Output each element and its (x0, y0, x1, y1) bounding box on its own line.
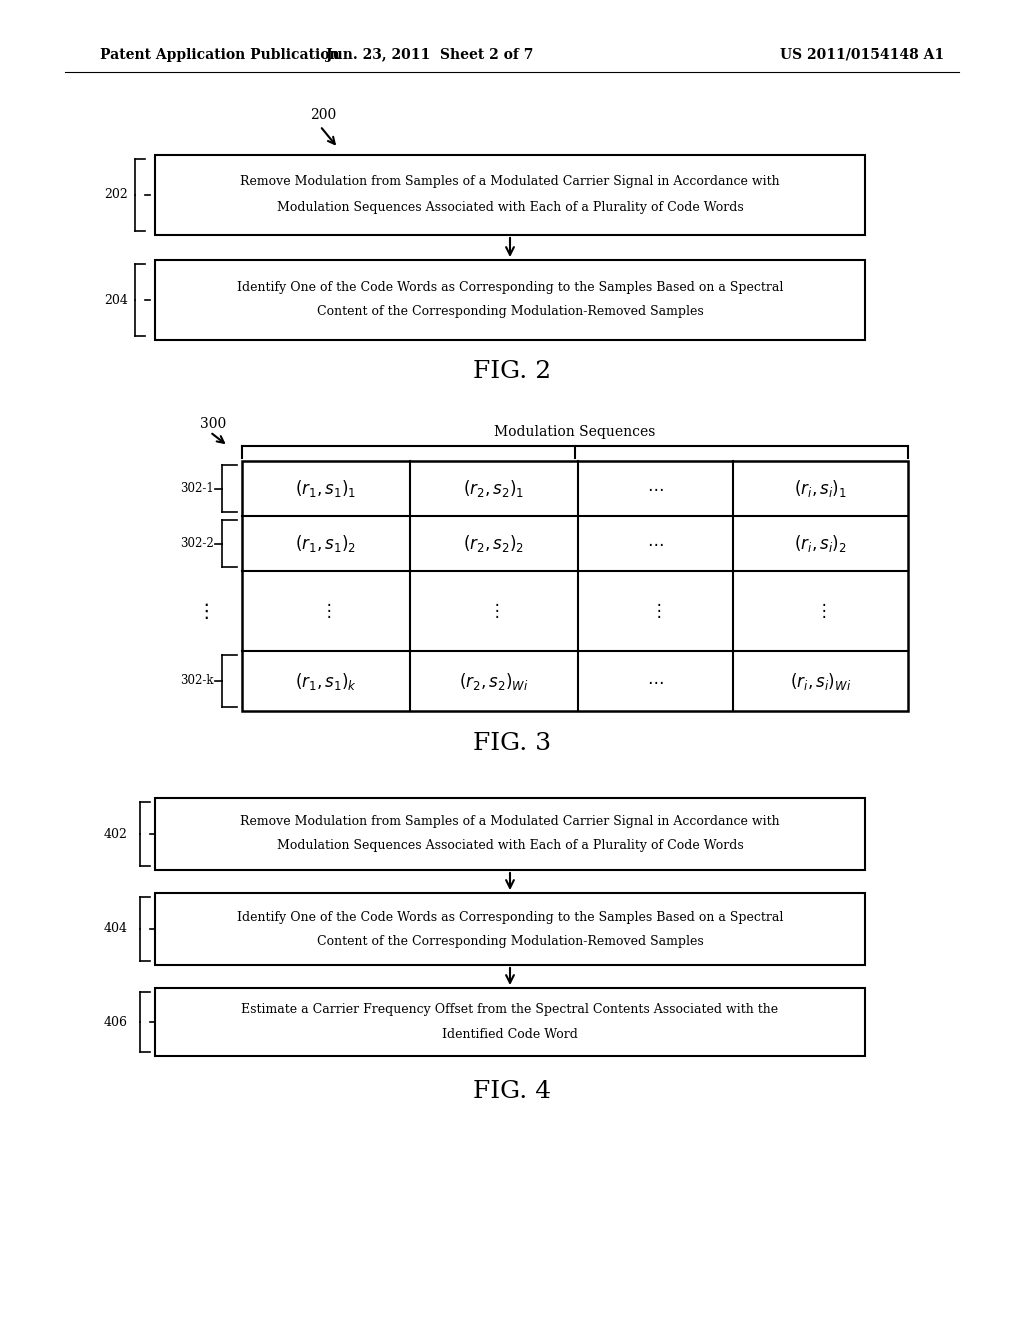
Text: Modulation Sequences Associated with Each of a Plurality of Code Words: Modulation Sequences Associated with Eac… (276, 840, 743, 853)
Text: $\cdots$: $\cdots$ (647, 672, 664, 689)
Bar (155, 894, 865, 965)
Text: $\cdots$: $\cdots$ (647, 535, 664, 552)
Text: US 2011/0154148 A1: US 2011/0154148 A1 (780, 48, 944, 62)
Text: 202: 202 (104, 189, 128, 202)
Text: Identify One of the Code Words as Corresponding to the Samples Based on a Spectr: Identify One of the Code Words as Corres… (237, 911, 783, 924)
Text: Content of the Corresponding Modulation-Removed Samples: Content of the Corresponding Modulation-… (316, 305, 703, 318)
Bar (155, 987, 865, 1056)
Text: 404: 404 (104, 923, 128, 936)
Bar (155, 260, 865, 341)
Text: $(r_1, s_1)_k$: $(r_1, s_1)_k$ (295, 671, 357, 692)
Text: $\vdots$: $\vdots$ (321, 602, 332, 620)
Text: 300: 300 (200, 417, 226, 432)
Text: $(r_1, s_1)_1$: $(r_1, s_1)_1$ (295, 478, 356, 499)
Text: 204: 204 (104, 293, 128, 306)
Text: $\vdots$: $\vdots$ (650, 602, 662, 620)
Text: Identify One of the Code Words as Corresponding to the Samples Based on a Spectr: Identify One of the Code Words as Corres… (237, 281, 783, 293)
Text: 302-k: 302-k (180, 675, 214, 688)
Text: $\cdots$: $\cdots$ (647, 480, 664, 498)
Text: $\vdots$: $\vdots$ (488, 602, 500, 620)
Text: 200: 200 (310, 108, 336, 121)
Text: $(r_i, s_i)_1$: $(r_i, s_i)_1$ (794, 478, 847, 499)
Text: Modulation Sequences: Modulation Sequences (495, 425, 655, 440)
Text: $\vdots$: $\vdots$ (196, 601, 208, 620)
Bar (155, 154, 865, 235)
Text: $(r_2, s_2)_1$: $(r_2, s_2)_1$ (463, 478, 524, 499)
Text: Content of the Corresponding Modulation-Removed Samples: Content of the Corresponding Modulation-… (316, 935, 703, 948)
Text: 302-1: 302-1 (180, 482, 214, 495)
Text: Jun. 23, 2011  Sheet 2 of 7: Jun. 23, 2011 Sheet 2 of 7 (327, 48, 534, 62)
Text: Patent Application Publication: Patent Application Publication (100, 48, 340, 62)
Text: $(r_i, s_i)_2$: $(r_i, s_i)_2$ (794, 533, 847, 554)
Text: FIG. 3: FIG. 3 (473, 731, 551, 755)
Text: FIG. 4: FIG. 4 (473, 1080, 551, 1102)
Text: Remove Modulation from Samples of a Modulated Carrier Signal in Accordance with: Remove Modulation from Samples of a Modu… (241, 816, 780, 829)
Text: Remove Modulation from Samples of a Modulated Carrier Signal in Accordance with: Remove Modulation from Samples of a Modu… (241, 176, 780, 189)
Text: Modulation Sequences Associated with Each of a Plurality of Code Words: Modulation Sequences Associated with Eac… (276, 201, 743, 214)
Text: 406: 406 (104, 1015, 128, 1028)
Text: $\vdots$: $\vdots$ (815, 602, 826, 620)
Text: 302-2: 302-2 (180, 537, 214, 550)
Bar (155, 799, 865, 870)
Text: FIG. 2: FIG. 2 (473, 360, 551, 384)
Text: $(r_2, s_2)_2$: $(r_2, s_2)_2$ (464, 533, 524, 554)
Bar (242, 461, 908, 711)
Text: $(r_i, s_i)_{Wi}$: $(r_i, s_i)_{Wi}$ (790, 671, 851, 692)
Text: 402: 402 (104, 828, 128, 841)
Text: $(r_1, s_1)_2$: $(r_1, s_1)_2$ (295, 533, 356, 554)
Text: Identified Code Word: Identified Code Word (442, 1027, 578, 1040)
Text: Estimate a Carrier Frequency Offset from the Spectral Contents Associated with t: Estimate a Carrier Frequency Offset from… (242, 1003, 778, 1016)
Text: $(r_2, s_2)_{Wi}$: $(r_2, s_2)_{Wi}$ (459, 671, 528, 692)
